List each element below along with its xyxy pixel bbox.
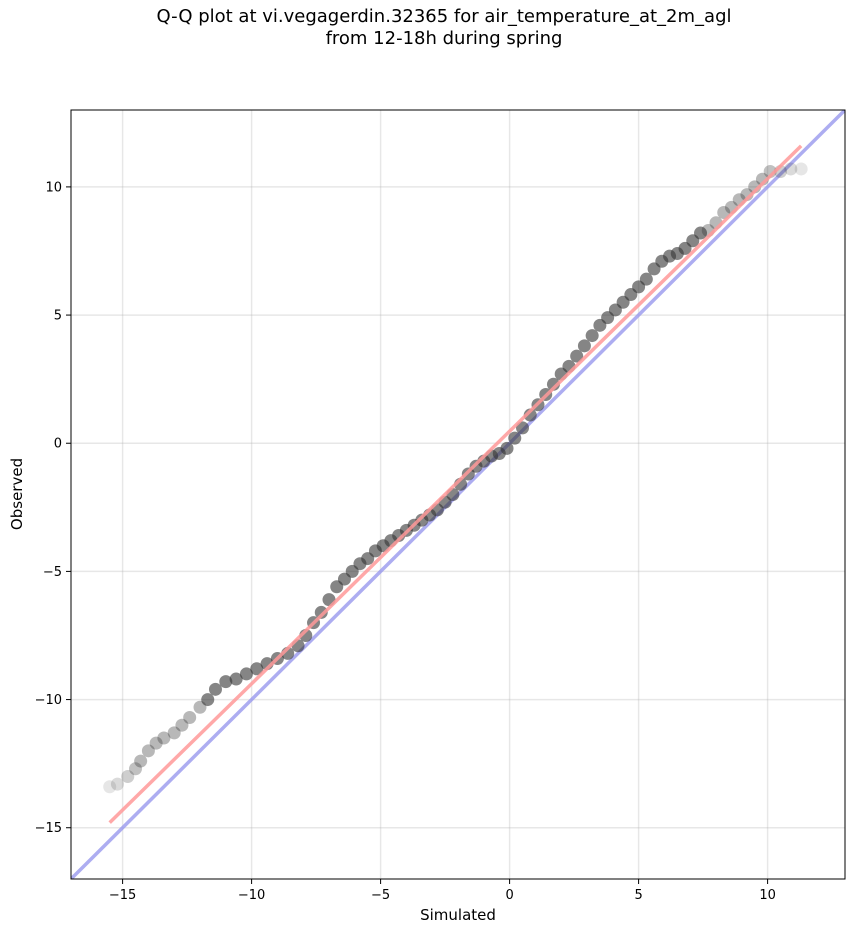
quantile-point bbox=[570, 349, 584, 363]
x-tick-label: 5 bbox=[634, 888, 642, 903]
quantile-point bbox=[229, 672, 243, 686]
x-tick-label: 10 bbox=[759, 888, 776, 903]
grid bbox=[71, 110, 845, 879]
quantile-point bbox=[157, 731, 171, 745]
x-tick-label: −10 bbox=[238, 888, 265, 903]
quantile-point bbox=[149, 736, 163, 750]
quantile-point bbox=[794, 162, 808, 176]
quantile-point bbox=[129, 762, 142, 776]
quantile-point bbox=[219, 675, 233, 689]
y-tick-label: −15 bbox=[35, 821, 62, 836]
quantile-point bbox=[784, 162, 798, 176]
quantile-point bbox=[694, 226, 708, 240]
quantile-point bbox=[577, 339, 591, 353]
quantile-point bbox=[717, 206, 731, 220]
x-axis-label: Simulated bbox=[420, 906, 496, 924]
quantile-point bbox=[175, 718, 189, 732]
y-axis-label: Observed bbox=[8, 458, 26, 530]
quantile-point bbox=[103, 780, 117, 794]
x-axis-ticks: −15 −10 −5 0 5 10 bbox=[109, 879, 776, 903]
fit-line-layer bbox=[108, 144, 803, 824]
quantile-point bbox=[250, 662, 264, 676]
x-tick-label: −15 bbox=[109, 888, 136, 903]
quantile-point bbox=[208, 682, 222, 696]
y-tick-label: 10 bbox=[45, 180, 62, 195]
quantile-point bbox=[183, 711, 197, 725]
quantile-point bbox=[639, 272, 653, 286]
quantile-point bbox=[508, 431, 522, 445]
chart-title-line-1: Q-Q plot at vi.vegagerdin.32365 for air_… bbox=[156, 6, 732, 27]
y-axis-ticks: −15 −10 −5 0 5 10 bbox=[35, 180, 71, 836]
y-tick-label: −5 bbox=[43, 565, 62, 580]
quantile-points-layer bbox=[103, 162, 808, 794]
fit-line bbox=[108, 144, 803, 824]
quantile-point bbox=[314, 605, 328, 619]
quantile-point bbox=[134, 754, 148, 768]
quantile-point bbox=[585, 329, 599, 343]
quantile-point bbox=[110, 777, 124, 791]
y-tick-label: −10 bbox=[35, 693, 62, 708]
quantile-point bbox=[201, 693, 215, 707]
quantile-point bbox=[516, 421, 529, 435]
x-tick-label: −5 bbox=[371, 888, 390, 903]
quantile-point bbox=[141, 744, 155, 758]
chart-title-line-2: from 12-18h during spring bbox=[325, 28, 563, 49]
y-tick-label: 0 bbox=[54, 437, 62, 452]
quantile-point bbox=[239, 667, 253, 681]
quantile-point bbox=[121, 769, 135, 783]
quantile-point bbox=[500, 441, 514, 455]
chart-title: Q-Q plot at vi.vegagerdin.32365 for air_… bbox=[0, 6, 854, 50]
y-tick-label: 5 bbox=[54, 309, 62, 324]
quantile-point bbox=[167, 726, 181, 740]
x-tick-label: 0 bbox=[505, 888, 513, 903]
plot-frame bbox=[70, 109, 846, 880]
